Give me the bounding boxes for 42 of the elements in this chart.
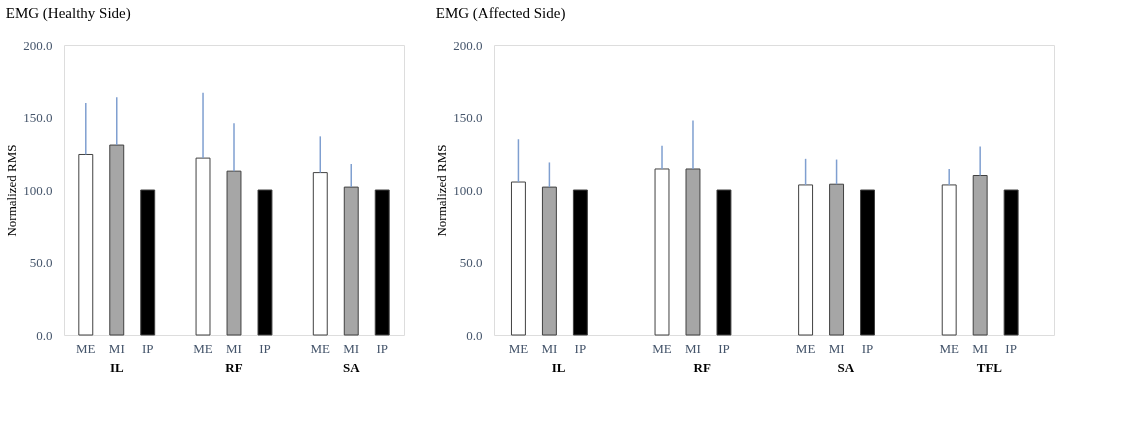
y-tick-label: 0.0 <box>466 327 483 343</box>
x-tick-label: RF <box>225 359 243 375</box>
series-label: MI <box>828 341 845 356</box>
series-label: IP <box>141 341 154 356</box>
text: IP <box>259 341 271 356</box>
series-label: MI <box>343 341 360 356</box>
y-axis-title: Normalized RMS <box>4 144 20 237</box>
series-label: ME <box>508 341 529 356</box>
text: ME <box>795 341 816 356</box>
chart-title: EMG (Healthy Side) <box>5 5 131 22</box>
y-tick-label: 150.0 <box>453 110 483 125</box>
y-tick-label: 200.0 <box>453 37 483 53</box>
series-label: IP <box>574 341 587 356</box>
y-tick-label: 200.0 <box>23 37 53 53</box>
x-tick-label: TFL <box>976 359 1003 375</box>
x-tick-label: IL <box>109 359 124 375</box>
x-tick-label: SA <box>837 359 855 375</box>
y-tick-label: 50.0 <box>459 255 483 270</box>
y-tick-label: 0.0 <box>36 327 53 343</box>
text: IP <box>861 341 874 356</box>
text: MI <box>685 341 701 356</box>
text: ME <box>939 341 959 356</box>
text: ME <box>193 341 213 356</box>
y-axis-title: Normalized RMS <box>434 144 450 237</box>
text: IP <box>376 341 388 356</box>
chart-title: EMG (Affected Side) <box>435 5 566 22</box>
y-tick-label: 150.0 <box>23 110 53 125</box>
text: MI <box>108 341 125 356</box>
y-tick-label: 100.0 <box>23 182 53 198</box>
text: ME <box>76 341 96 356</box>
x-tick-label: SA <box>342 359 361 375</box>
y-tick-label: 100.0 <box>453 182 483 198</box>
text: MI <box>972 341 989 356</box>
text: MI <box>226 341 242 356</box>
text: ME <box>652 341 672 356</box>
text: IP <box>1005 341 1017 356</box>
text: MI <box>541 341 558 356</box>
y-tick-label: 50.0 <box>29 255 53 270</box>
x-tick-label: IL <box>551 359 566 375</box>
series-label: ME <box>310 341 331 356</box>
x-tick-label: RF <box>693 359 711 375</box>
text: IP <box>718 341 730 356</box>
